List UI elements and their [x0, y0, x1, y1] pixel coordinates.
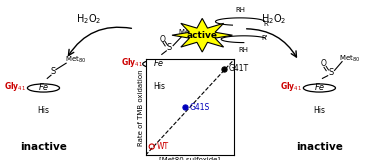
Text: Fe: Fe — [154, 60, 164, 68]
Text: Fe: Fe — [314, 84, 324, 92]
Text: S: S — [167, 44, 172, 52]
Text: His: His — [37, 106, 50, 115]
Text: RH: RH — [235, 7, 245, 13]
Text: inactive: inactive — [296, 142, 343, 152]
Text: inactive: inactive — [20, 142, 67, 152]
Text: R': R' — [261, 35, 268, 41]
Text: O: O — [321, 60, 327, 68]
Text: R': R' — [263, 21, 270, 27]
Ellipse shape — [303, 84, 335, 92]
Text: $\mathbf{Gly}_{41}$: $\mathbf{Gly}_{41}$ — [280, 80, 302, 93]
Ellipse shape — [27, 84, 59, 92]
Text: His: His — [313, 106, 325, 115]
Text: $\mathrm{H_2O_2}$: $\mathrm{H_2O_2}$ — [76, 12, 102, 26]
Text: $\mathrm{Met}_{80}$: $\mathrm{Met}_{80}$ — [65, 55, 86, 65]
Text: $\mathbf{Gly}_{41}$: $\mathbf{Gly}_{41}$ — [121, 56, 143, 69]
Text: S: S — [50, 68, 56, 76]
Text: Fe: Fe — [39, 84, 48, 92]
Text: RH: RH — [239, 47, 249, 53]
Text: S: S — [328, 68, 333, 77]
Text: $\mathbf{Gly}_{41}$: $\mathbf{Gly}_{41}$ — [4, 80, 26, 93]
Text: active: active — [187, 31, 218, 40]
Text: O: O — [160, 35, 166, 44]
Ellipse shape — [143, 60, 175, 68]
Text: $\mathrm{Met}_{80}$: $\mathrm{Met}_{80}$ — [339, 53, 360, 64]
Text: $\mathrm{Met}_{80}$: $\mathrm{Met}_{80}$ — [178, 28, 200, 38]
Text: $\mathrm{H_2O_2}$: $\mathrm{H_2O_2}$ — [261, 12, 287, 26]
Text: His: His — [153, 82, 165, 91]
Polygon shape — [172, 18, 232, 52]
